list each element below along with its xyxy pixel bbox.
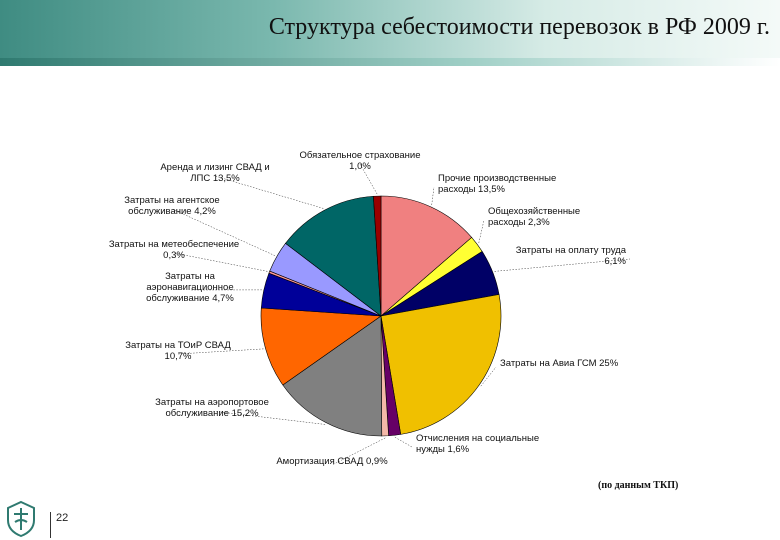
page-number-divider [50,512,51,538]
header-band [0,0,780,66]
leader-line [431,186,435,206]
pie-slice [373,195,382,317]
slice-label: Затраты на метеобеспечение 0,3% [109,239,239,261]
leader-line [171,208,276,256]
pie-slice [380,294,502,435]
leader-line [331,437,386,466]
pie-slice [285,195,382,317]
leader-line [173,252,268,272]
slice-label: Затраты на Авиа ГСМ 25% [500,358,619,369]
slice-label: Аренда и лизинг СВАД и ЛПС 13,5% [160,162,269,184]
leader-line [480,366,497,387]
leader-line [394,436,413,448]
leader-line [214,175,324,209]
slice-label: Затраты на аэронавигационное обслуживание … [146,271,234,304]
slice-label: Затраты на аэропортовое обслуживание 15,2… [155,397,269,419]
slice-label: Затраты на агентское обслуживание 4,2% [124,195,219,217]
slice-label: Амортизация СВАД 0,9% [276,456,388,467]
header-strip [0,58,780,66]
source-note: (по данным ТКП) [598,480,679,491]
leader-line [211,410,326,425]
slice-label: Затраты на ТОиР СВАД 10,7% [125,340,231,362]
leader-line [177,348,264,355]
leader-line [478,219,485,244]
pie-slice [260,307,382,386]
slice-label: Обязательное страхование 1,0% [299,150,420,172]
slice-label: Общехозяйственные расходы 2,3% [488,206,580,228]
page-number: 22 [56,512,69,524]
emblem-logo-icon [7,500,35,538]
pie-slice [380,195,473,317]
page-title: Структура себестоимости перевозок в РФ 2… [268,14,770,40]
slice-label: Прочие производственные расходы 13,5% [438,173,556,195]
slice-label: Отчисления на социальные нужды 1,6% [416,433,539,455]
pie-slice [282,315,383,437]
slice-label: Затраты на оплату труда 6,1% [516,245,627,267]
